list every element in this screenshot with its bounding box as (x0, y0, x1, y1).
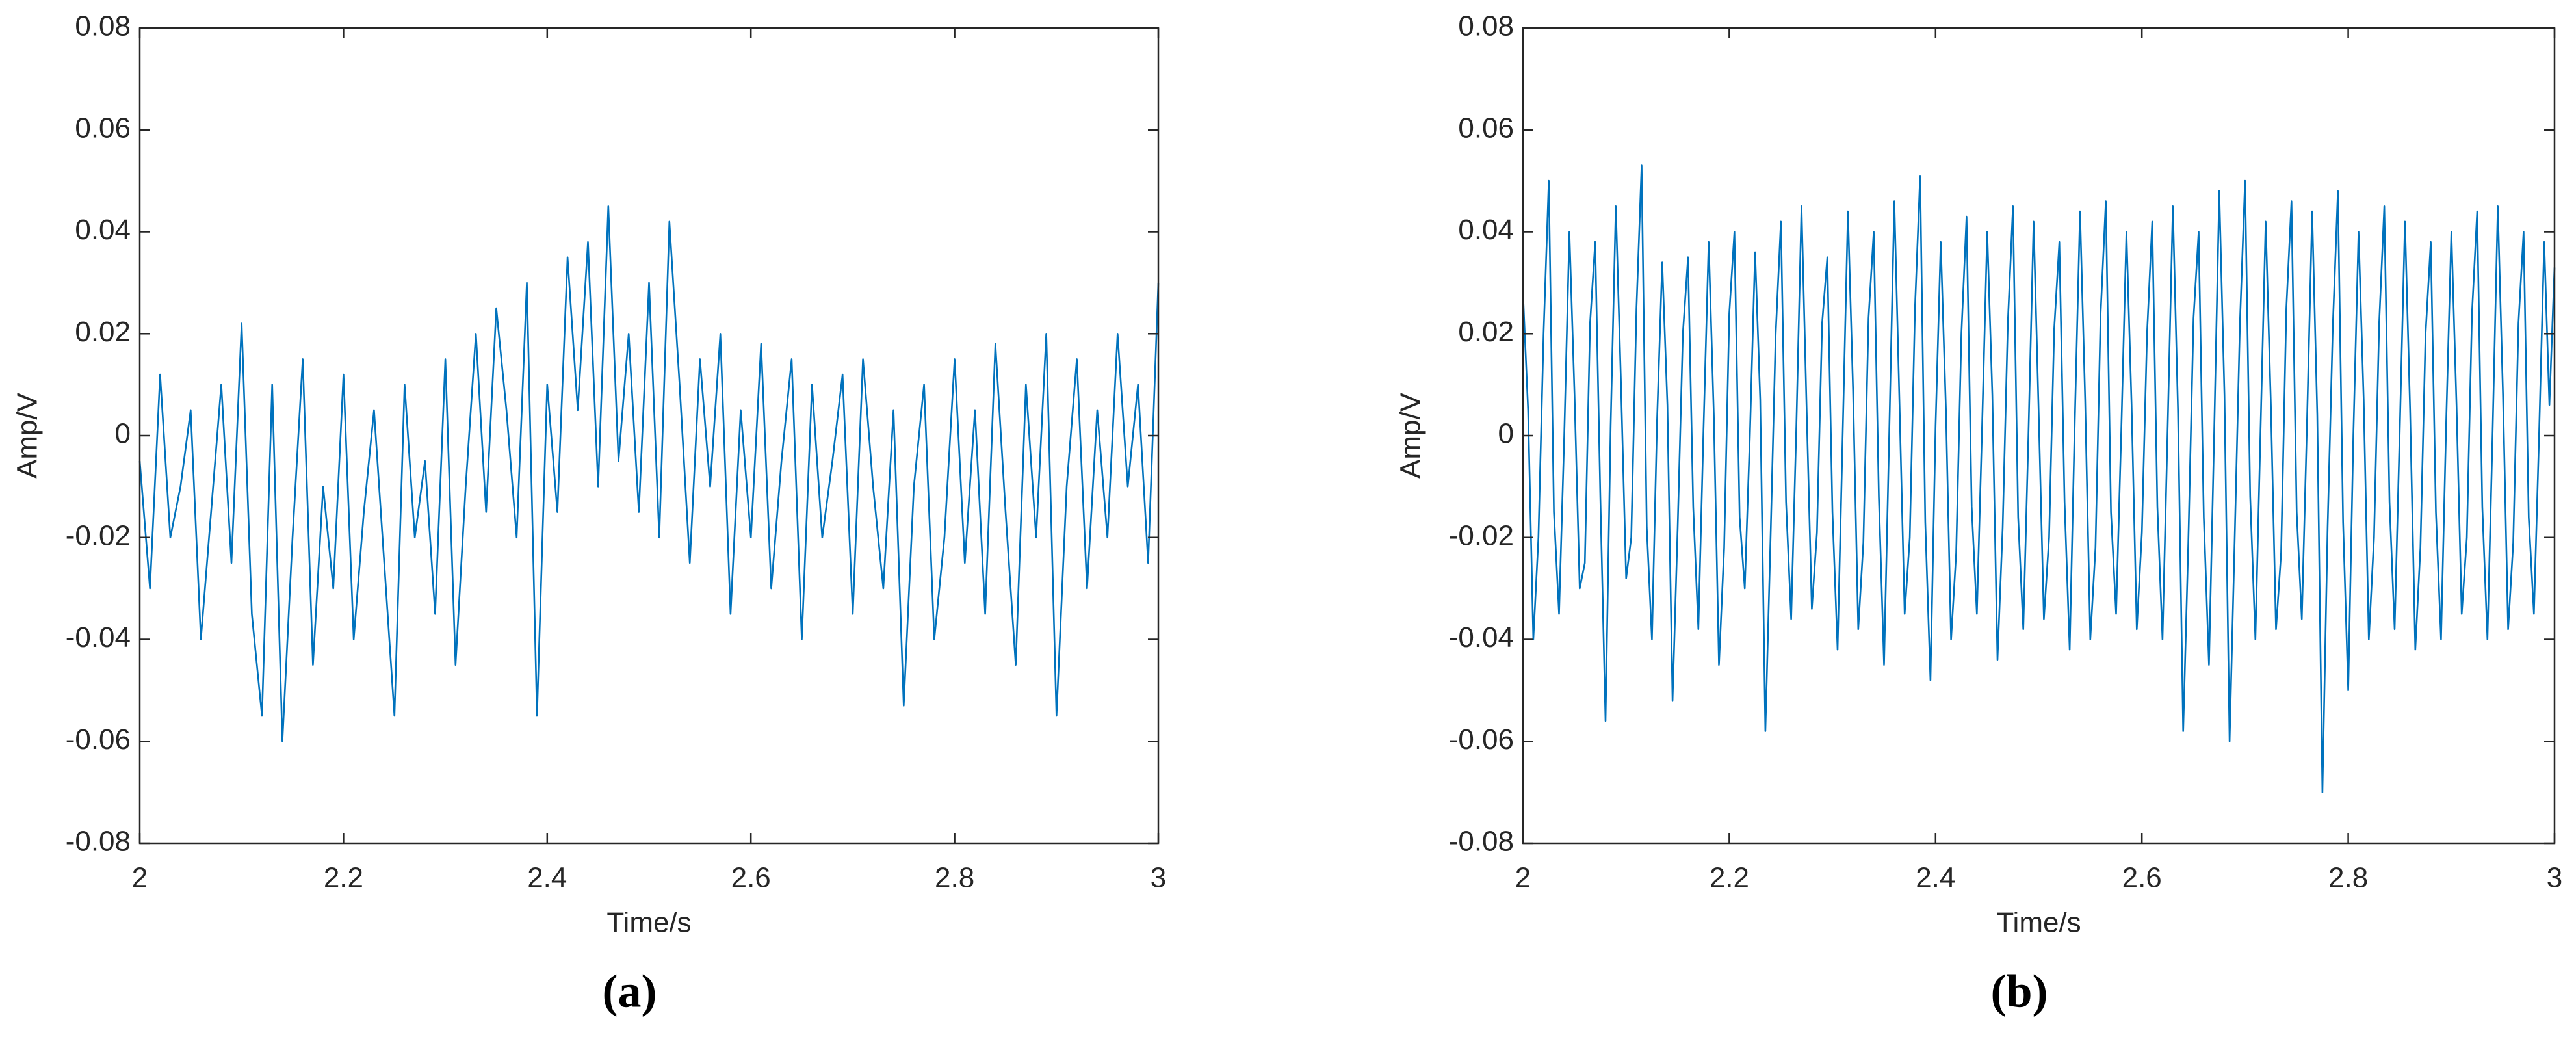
x-tick-label: 2.2 (324, 862, 363, 894)
panel-label: (b) (1991, 965, 2048, 1017)
y-tick-label: -0.08 (66, 826, 131, 858)
x-axis-label: Time/s (1996, 907, 2081, 939)
plot-area (140, 28, 1158, 843)
x-tick-label: 2.8 (935, 862, 974, 894)
x-tick-label: 2.4 (1916, 862, 1955, 894)
x-tick-label: 2 (1515, 862, 1531, 894)
x-tick-label: 2.6 (731, 862, 771, 894)
y-tick-label: 0 (115, 418, 131, 450)
y-tick-label: -0.02 (66, 519, 131, 551)
x-tick-label: 2.8 (2328, 862, 2368, 894)
y-tick-label: 0.02 (1458, 316, 1514, 348)
y-tick-label: -0.06 (66, 724, 131, 755)
x-tick-label: 3 (2547, 862, 2562, 894)
y-tick-label: -0.04 (66, 622, 131, 653)
y-tick-label: 0.04 (75, 214, 131, 246)
y-tick-label: 0.08 (1458, 10, 1514, 42)
y-tick-label: 0.06 (1458, 112, 1514, 144)
signal-line (138, 205, 1160, 742)
y-axis-label: Amp/V (12, 392, 44, 479)
y-tick-label: -0.02 (1449, 519, 1514, 551)
y-tick-label: 0.06 (75, 112, 131, 144)
x-tick-label: 2.4 (527, 862, 567, 894)
y-tick-label: 0 (1498, 418, 1514, 450)
y-tick-label: 0.02 (75, 316, 131, 348)
x-tick-label: 3 (1151, 862, 1166, 894)
x-axis-label: Time/s (606, 907, 691, 939)
y-tick-label: -0.06 (1449, 724, 1514, 755)
y-axis-label: Amp/V (1395, 392, 1427, 479)
x-tick-label: 2.6 (2122, 862, 2162, 894)
y-tick-label: 0.04 (1458, 214, 1514, 246)
y-tick-label: -0.08 (1449, 826, 1514, 858)
panel-label: (a) (603, 965, 657, 1017)
x-tick-label: 2.2 (1710, 862, 1749, 894)
signal-line (1522, 164, 2556, 793)
y-tick-label: 0.08 (75, 10, 131, 42)
y-tick-label: -0.04 (1449, 622, 1514, 653)
x-tick-label: 2 (132, 862, 148, 894)
